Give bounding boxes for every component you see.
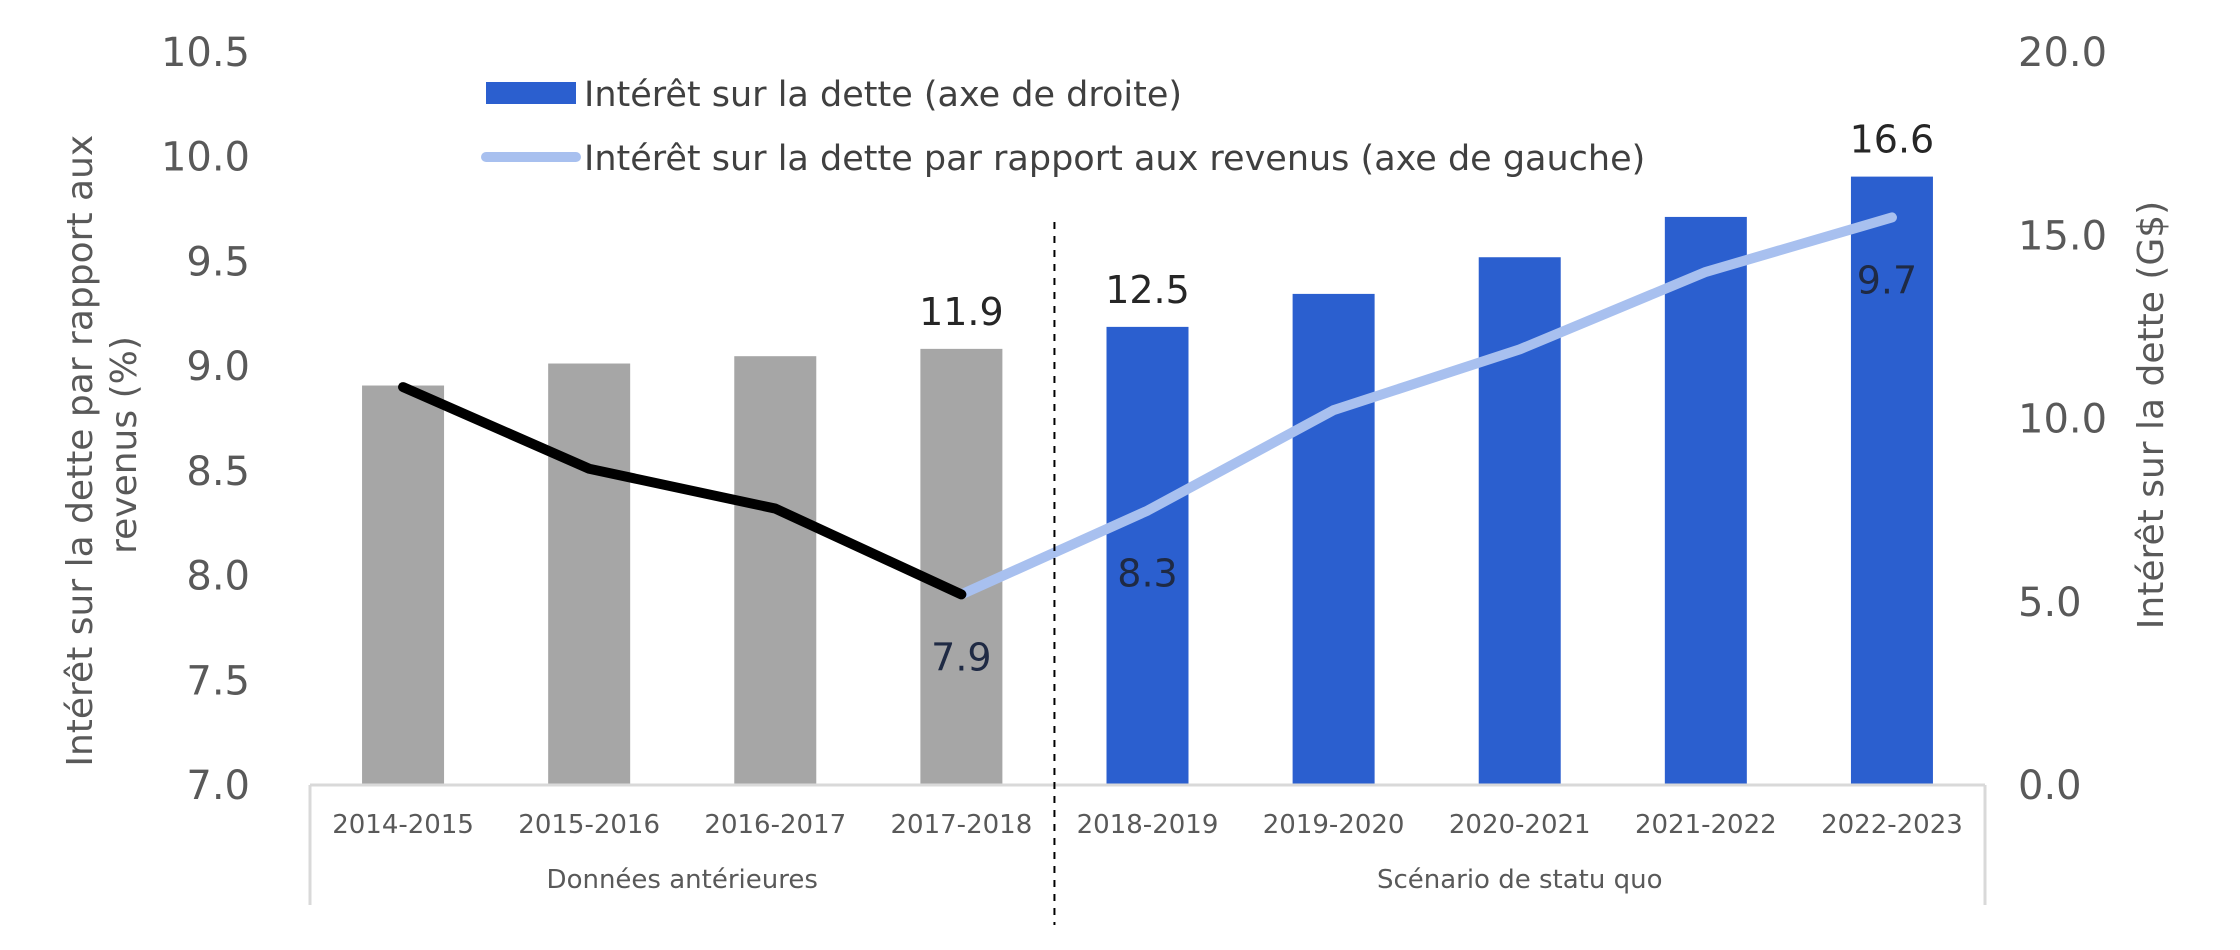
y-right-tick-0.0: 0.0 xyxy=(2018,763,2082,809)
y-left-tick-9.5: 9.5 xyxy=(186,239,250,285)
x-tick-2016-2017: 2016-2017 xyxy=(704,810,846,840)
x-tick-2014-2015: 2014-2015 xyxy=(332,810,474,840)
x-tick-2020-2021: 2020-2021 xyxy=(1449,810,1591,840)
legend-swatch-bar xyxy=(486,82,576,104)
x-tick-2019-2020: 2019-2020 xyxy=(1263,810,1405,840)
y-left-tick-8.5: 8.5 xyxy=(186,449,250,495)
left-axis-title: Intérêt sur la dette par rapport aux rev… xyxy=(60,123,145,766)
bar-2014-2015 xyxy=(362,385,445,785)
bar-2022-2023 xyxy=(1850,176,1933,786)
axes: 2014-2015 2015-2016 2016-2017 2017-2018 2018… xyxy=(161,30,2107,925)
y-right-tick-10.0: 10.0 xyxy=(2018,397,2107,443)
line-series xyxy=(398,212,1897,600)
bar-label-2022-2023: 16.6 xyxy=(1850,118,1935,162)
y-left-tick-7.5: 7.5 xyxy=(186,658,250,704)
bar-2018-2019 xyxy=(1106,326,1189,785)
legend-label-bar: Intérêt sur la dette (axe de droite) xyxy=(584,75,1182,115)
x-tick-2018-2019: 2018-2019 xyxy=(1077,810,1219,840)
y-left-tick-8.0: 8.0 xyxy=(186,554,250,600)
y-left-tick-10.5: 10.5 xyxy=(161,30,250,76)
x-group-label-2: Scénario de statu quo xyxy=(1377,865,1663,895)
left-axis-title-line-2: revenus (%) xyxy=(104,336,145,554)
y-left-tick-10.0: 10.0 xyxy=(161,135,250,181)
left-axis-title-line-1: Intérêt sur la dette par rapport aux xyxy=(60,135,101,767)
y-right-tick-15.0: 15.0 xyxy=(2018,213,2107,259)
x-tick-2021-2022: 2021-2022 xyxy=(1635,810,1777,840)
bar-2015-2016 xyxy=(548,363,631,785)
bar-2019-2020 xyxy=(1292,293,1375,785)
x-group-label-1: Données antérieures xyxy=(547,865,818,895)
x-tick-2022-2023: 2022-2023 xyxy=(1821,810,1963,840)
legend: Intérêt sur la dette (axe de droite) Int… xyxy=(481,75,1645,179)
y-right-tick-20.0: 20.0 xyxy=(2018,30,2107,76)
y-left-tick-7.0: 7.0 xyxy=(186,763,250,809)
bar-series xyxy=(362,176,1933,786)
y-left-tick-9.0: 9.0 xyxy=(186,344,250,390)
data-labels: 11.9 12.5 16.6 7.9 8.3 9.7 xyxy=(919,118,1934,680)
bar-label-2018-2019: 12.5 xyxy=(1105,268,1190,312)
line-label-2017-2018: 7.9 xyxy=(931,635,991,679)
line-projected xyxy=(956,212,1897,600)
legend-label-line: Intérêt sur la dette par rapport aux rev… xyxy=(584,139,1645,179)
y-right-tick-5.0: 5.0 xyxy=(2018,580,2082,626)
bar-2017-2018 xyxy=(920,348,1003,785)
line-label-2022-2023: 9.7 xyxy=(1857,258,1917,302)
bar-label-2017-2018: 11.9 xyxy=(919,290,1004,334)
bar-2016-2017 xyxy=(734,356,817,785)
bar-2021-2022 xyxy=(1664,216,1747,786)
line-label-2018-2019: 8.3 xyxy=(1117,552,1177,596)
right-axis-title: Intérêt sur la dette (G$) xyxy=(2131,201,2172,629)
x-tick-2015-2016: 2015-2016 xyxy=(518,810,660,840)
line-historical xyxy=(398,382,967,600)
x-tick-2017-2018: 2017-2018 xyxy=(891,810,1033,840)
